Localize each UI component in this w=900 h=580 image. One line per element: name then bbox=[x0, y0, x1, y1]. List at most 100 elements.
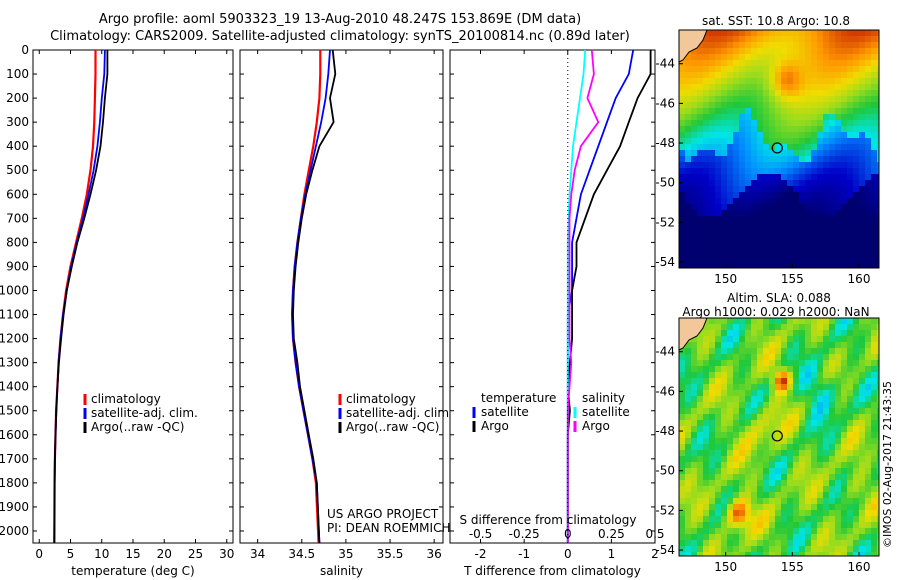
map-cell bbox=[793, 354, 799, 360]
map-cell bbox=[841, 534, 847, 540]
map-cell bbox=[691, 180, 697, 186]
legend-title-salinity: salinity bbox=[582, 391, 625, 405]
map-cell bbox=[769, 60, 775, 66]
map-cell bbox=[745, 474, 751, 480]
map-cell bbox=[811, 48, 817, 54]
map-cell bbox=[835, 210, 841, 216]
map-cell bbox=[847, 324, 853, 330]
map-cell bbox=[859, 120, 865, 126]
map-cell bbox=[739, 228, 745, 234]
map-cell bbox=[847, 510, 853, 516]
map-cell bbox=[691, 372, 697, 378]
map-cell bbox=[709, 396, 715, 402]
map-cell bbox=[769, 498, 775, 504]
map-cell bbox=[751, 450, 757, 456]
map-cell bbox=[769, 102, 775, 108]
map-cell bbox=[703, 216, 709, 222]
map-cell bbox=[727, 204, 733, 210]
map-cell bbox=[853, 384, 859, 390]
map-cell bbox=[685, 108, 691, 114]
map-cell bbox=[757, 468, 763, 474]
map-cell bbox=[769, 408, 775, 414]
map-cell bbox=[811, 84, 817, 90]
map-cell bbox=[865, 192, 871, 198]
map-cell bbox=[835, 174, 841, 180]
map-cell bbox=[739, 186, 745, 192]
map-y-tick-label: -48 bbox=[655, 136, 675, 150]
map-cell bbox=[769, 54, 775, 60]
map-cell bbox=[679, 426, 685, 432]
map-cell bbox=[739, 378, 745, 384]
map-cell bbox=[853, 222, 859, 228]
map-cell bbox=[781, 144, 787, 150]
map-cell bbox=[787, 36, 793, 42]
map-cell bbox=[829, 462, 835, 468]
map-cell bbox=[739, 420, 745, 426]
map-cell bbox=[835, 42, 841, 48]
map-cell bbox=[787, 186, 793, 192]
map-cell bbox=[811, 264, 817, 268]
map-cell bbox=[715, 546, 721, 552]
map-cell bbox=[865, 30, 871, 36]
map-cell bbox=[709, 354, 715, 360]
map-cell bbox=[679, 360, 685, 366]
map-cell bbox=[865, 120, 871, 126]
map-cell bbox=[709, 336, 715, 342]
map-cell bbox=[769, 210, 775, 216]
map-cell bbox=[697, 438, 703, 444]
map-cell bbox=[823, 390, 829, 396]
map-cell bbox=[745, 180, 751, 186]
map-cell bbox=[721, 216, 727, 222]
map-cell bbox=[823, 384, 829, 390]
map-cell bbox=[763, 486, 769, 492]
map-cell bbox=[841, 84, 847, 90]
map-cell bbox=[685, 210, 691, 216]
map-cell bbox=[739, 84, 745, 90]
map-cell bbox=[817, 552, 823, 556]
map-cell bbox=[793, 150, 799, 156]
map-cell bbox=[871, 66, 877, 72]
map-cell bbox=[703, 390, 709, 396]
map-cell bbox=[859, 66, 865, 72]
map-cell bbox=[769, 546, 775, 552]
map-cell bbox=[775, 108, 781, 114]
map-cell bbox=[679, 420, 685, 426]
map-cell bbox=[835, 108, 841, 114]
map-cell bbox=[715, 258, 721, 264]
map-cell bbox=[739, 384, 745, 390]
map-cell bbox=[739, 486, 745, 492]
map-cell bbox=[679, 144, 685, 150]
map-cell bbox=[841, 348, 847, 354]
map-cell bbox=[805, 180, 811, 186]
map-cell bbox=[733, 258, 739, 264]
map-cell bbox=[787, 198, 793, 204]
map-cell bbox=[733, 336, 739, 342]
map-cell bbox=[757, 204, 763, 210]
map-cell bbox=[757, 246, 763, 252]
map-cell bbox=[847, 246, 853, 252]
map-cell bbox=[835, 54, 841, 60]
map-cell bbox=[685, 66, 691, 72]
map-cell bbox=[853, 162, 859, 168]
map-cell bbox=[715, 138, 721, 144]
map-cell bbox=[679, 102, 685, 108]
map-cell bbox=[829, 396, 835, 402]
map-cell bbox=[829, 444, 835, 450]
map-cell bbox=[811, 456, 817, 462]
map-cell bbox=[805, 552, 811, 556]
map-cell bbox=[679, 150, 685, 156]
map-cell bbox=[859, 138, 865, 144]
map-cell bbox=[847, 492, 853, 498]
map-cell bbox=[697, 156, 703, 162]
map-cell bbox=[769, 222, 775, 228]
map-cell bbox=[727, 474, 733, 480]
map-cell bbox=[745, 216, 751, 222]
map-cell bbox=[733, 546, 739, 552]
map-cell bbox=[853, 204, 859, 210]
map-cell bbox=[811, 114, 817, 120]
map-cell bbox=[787, 456, 793, 462]
map-cell bbox=[763, 168, 769, 174]
map-cell bbox=[763, 72, 769, 78]
map-cell bbox=[877, 474, 879, 480]
